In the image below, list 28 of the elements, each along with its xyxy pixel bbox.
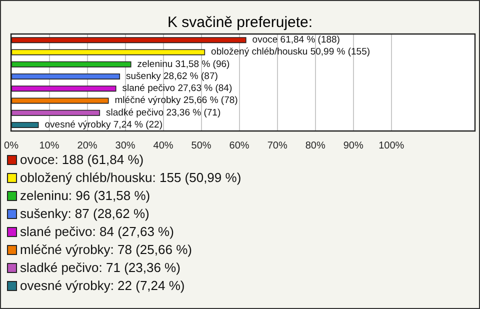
- category-label: zeleninu 31,58 % (96): [137, 58, 230, 70]
- x-tick-label: 80%: [305, 140, 326, 152]
- text: sušenky: 87 (28,62 %): [20, 206, 150, 221]
- x-tick-label: 90%: [343, 140, 364, 152]
- text: obložený chléb/housku: 155 (50,99 %): [20, 170, 242, 185]
- text: sladké pečivo: 71 (23,36 %): [20, 260, 180, 275]
- chart-title: K svačině preferujete:: [167, 14, 313, 31]
- x-tick-label: 20%: [77, 140, 98, 152]
- x-tick-label: 0%: [4, 140, 19, 152]
- category-label: ovoce 61,84 % (188): [252, 34, 340, 46]
- text: mléčné výrobky: 78 (25,66 %): [20, 242, 192, 257]
- x-tick-label: 30%: [115, 140, 136, 152]
- x-tick-label: 10%: [39, 140, 60, 152]
- category-label: sušenky 28,62 % (87): [126, 70, 218, 82]
- category-label: obložený chléb/housku 50,99 % (155): [211, 46, 370, 58]
- x-tick-label: 60%: [229, 140, 250, 152]
- text: ovesné výrobky: 22 (7,24 %): [20, 278, 185, 293]
- text: ovoce: 188 (61,84 %): [20, 152, 144, 167]
- text: slané pečivo: 84 (27,63 %): [20, 224, 174, 239]
- x-tick-label: 40%: [153, 140, 174, 152]
- category-label: slané pečivo 27,63 % (84): [122, 83, 232, 94]
- text: zeleninu: 96 (31,58 %): [20, 188, 150, 203]
- x-tick-label: 50%: [191, 140, 212, 152]
- category-label: mléčné výrobky 25,66 % (78): [114, 95, 238, 106]
- x-tick-label: 100%: [378, 140, 404, 152]
- x-tick-label: 70%: [267, 140, 288, 152]
- category-label: ovesné výrobky 7,24 % (22): [44, 119, 163, 130]
- category-label: sladké pečivo 23,36 % (71): [106, 107, 221, 118]
